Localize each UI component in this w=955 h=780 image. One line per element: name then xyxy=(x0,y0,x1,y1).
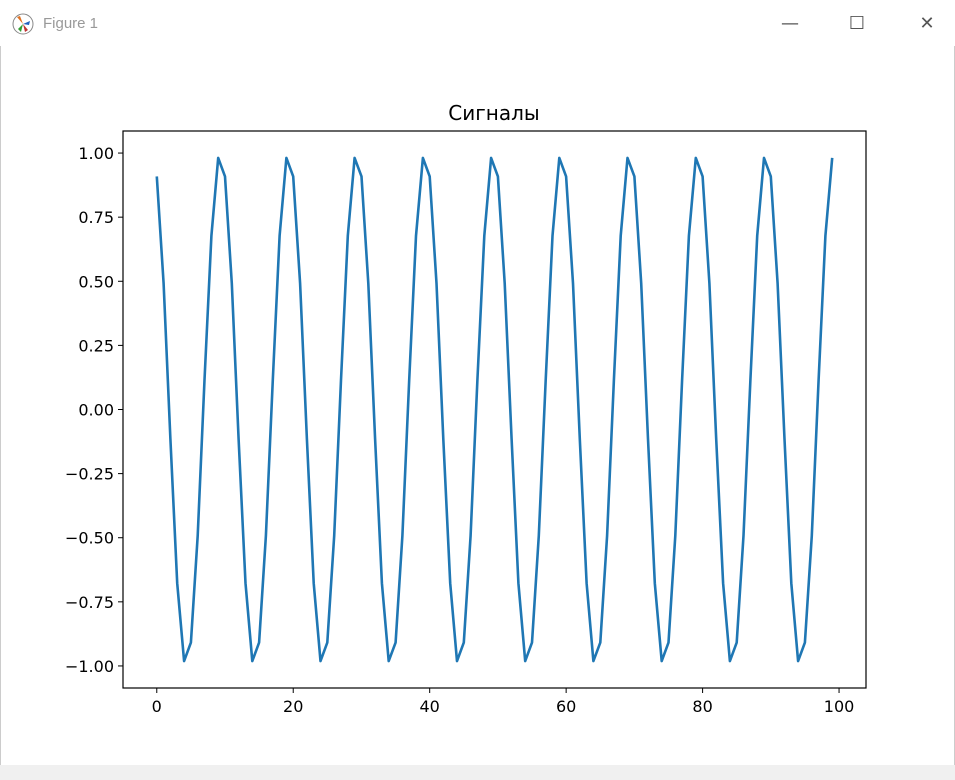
y-tick-label: 0.75 xyxy=(78,208,114,227)
y-tick-label: −0.50 xyxy=(65,529,114,548)
y-tick-label: 1.00 xyxy=(78,144,114,163)
title-bar: Figure 1 — ☐ ✕ xyxy=(0,0,955,46)
series-line xyxy=(155,156,834,663)
y-tick-label: −1.00 xyxy=(65,657,114,676)
x-tick-label: 100 xyxy=(824,697,855,716)
x-tick-label: 20 xyxy=(283,697,303,716)
window-title: Figure 1 xyxy=(43,15,99,32)
chart-title: Сигналы xyxy=(448,101,539,125)
x-tick-label: 60 xyxy=(556,697,576,716)
x-tick-label: 80 xyxy=(692,697,712,716)
close-icon: ✕ xyxy=(919,13,935,34)
maximize-button[interactable]: ☐ xyxy=(834,8,880,40)
y-tick-label: −0.25 xyxy=(65,465,114,484)
x-tick-label: 40 xyxy=(420,697,440,716)
close-button[interactable]: ✕ xyxy=(904,8,950,40)
y-tick-label: −0.75 xyxy=(65,593,114,612)
maximize-icon: ☐ xyxy=(848,13,866,34)
y-tick-label: 0.50 xyxy=(78,272,114,291)
y-tick-label: 0.00 xyxy=(78,401,114,420)
y-tick-label: 0.25 xyxy=(78,336,114,355)
window-border xyxy=(0,46,1,766)
axes-frame xyxy=(122,130,867,689)
navigation-toolbar xyxy=(0,765,955,780)
matplotlib-icon xyxy=(12,13,34,35)
minimize-button[interactable]: — xyxy=(767,8,813,40)
x-tick-label: 0 xyxy=(152,697,162,716)
minimize-icon: — xyxy=(781,13,799,34)
